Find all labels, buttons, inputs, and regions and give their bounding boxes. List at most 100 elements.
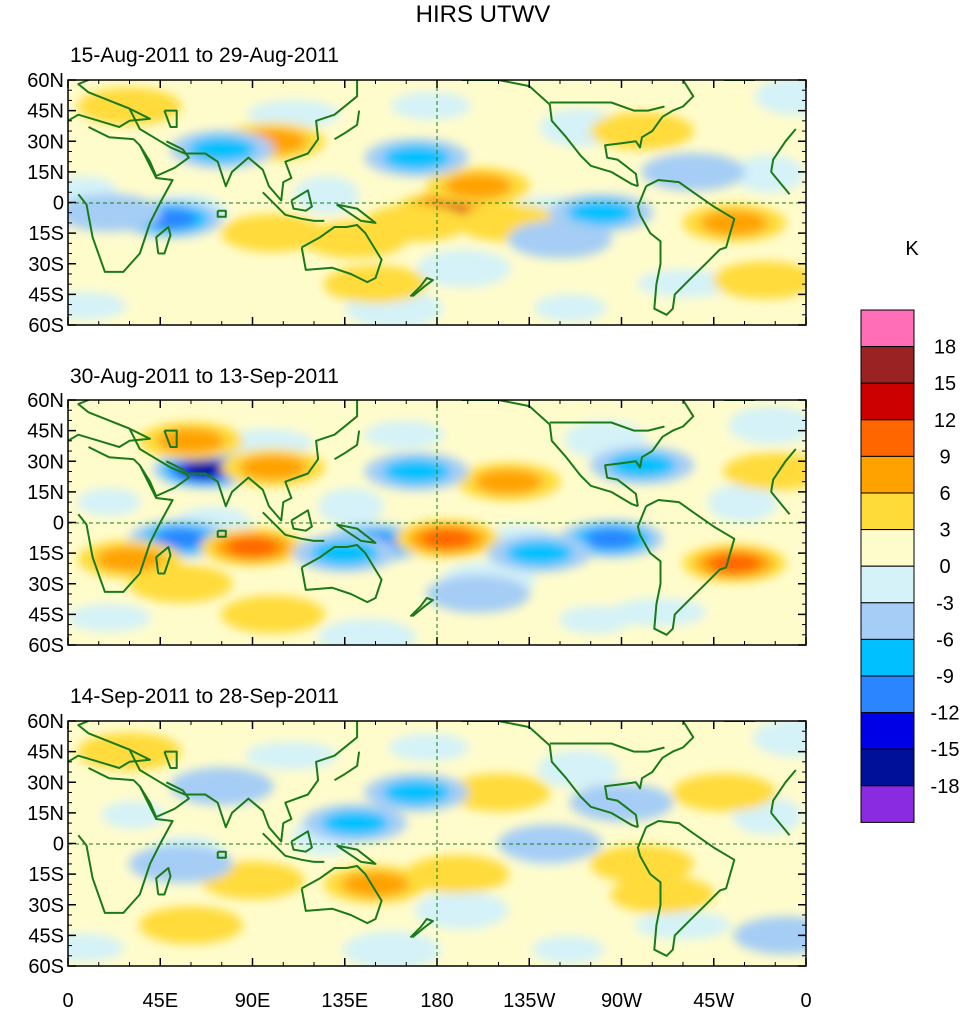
x-tick-label: 90W (601, 990, 642, 1012)
coastline-segment (155, 226, 172, 255)
coastline-segment (549, 421, 665, 432)
coastline-segment (128, 721, 359, 843)
x-tick-label: 45W (693, 990, 734, 1012)
coastline-segment (216, 529, 227, 538)
neutral-patch (416, 249, 511, 288)
coastline-segment (636, 499, 736, 636)
y-tick-label: 60S (28, 315, 64, 337)
panel-2-y-axis: 60N 45N 30N 15N 0 15S 30S 45S 60S (27, 390, 806, 657)
coastline-segment (604, 80, 695, 187)
panel-3: 14-Sep-2011 to 28-Sep-2011 60N 45N 30N 15N 0… (27, 685, 807, 978)
coastline-segment (770, 812, 791, 836)
x-tick-label: 0 (62, 990, 73, 1012)
coastline-segment (636, 179, 736, 316)
colorbar-swatch (860, 602, 915, 640)
anomaly-blob (444, 173, 512, 199)
coastline-segment (770, 491, 791, 515)
coastline-segment (336, 523, 377, 544)
anomaly-blob (700, 210, 768, 236)
colorbar-units: K (905, 238, 919, 260)
neutral-patch (245, 741, 338, 770)
y-tick-label: 45S (28, 284, 64, 306)
coastline-segment (163, 750, 178, 769)
y-tick-label: 15S (28, 543, 64, 565)
panel-1-title: 15-Aug-2011 to 29-Aug-2011 (70, 44, 339, 67)
panel-1-x-ticks (67, 80, 807, 325)
colorbar-swatch (860, 382, 915, 421)
coastline-segment (300, 865, 383, 925)
coastline-segment (155, 546, 172, 575)
panel-2: 30-Aug-2011 to 13-Sep-2011 60N 45N 30N 15N 0… (27, 365, 807, 657)
coastline-segment (77, 767, 174, 914)
y-tick-label: 60N (27, 390, 64, 412)
coastline-segment (409, 597, 434, 618)
anomaly-blob (405, 855, 510, 894)
neutral-patch (610, 598, 707, 627)
coastline-segment (216, 209, 227, 218)
anomaly-blob (382, 779, 451, 806)
anomaly-blob (708, 553, 760, 574)
coastline-segment (138, 140, 190, 177)
anomaly-blob (590, 844, 694, 883)
x-tick-label: 135E (321, 990, 368, 1012)
y-tick-label: 60S (28, 635, 64, 657)
colorbar: 18 15 12 9 6 3 0 -3 -6 -9 -12 -15 -18 (860, 309, 960, 823)
coastline-segment (636, 820, 736, 957)
coastline-segment (155, 867, 172, 896)
colorbar-label: 3 (939, 520, 950, 542)
colorbar-swatch (860, 748, 915, 787)
y-tick-label: 30N (27, 131, 64, 153)
anomaly-blob (610, 875, 715, 914)
y-tick-label: 0 (53, 513, 64, 535)
panel-3-field (68, 721, 806, 966)
neutral-patch (635, 911, 731, 940)
y-tick-label: 45S (28, 925, 64, 947)
neutral-patch (707, 483, 778, 522)
coastline-segment (461, 80, 639, 188)
colorbar-swatch (860, 455, 915, 494)
y-tick-label: 30S (28, 574, 64, 596)
coastline-segment (262, 511, 325, 542)
panel-1-field (68, 80, 806, 325)
anomaly-blob (128, 564, 233, 603)
x-tick-label: 135W (503, 990, 555, 1012)
coastline-segment (290, 830, 313, 853)
anomaly-blob (188, 136, 256, 162)
neutral-patch (68, 291, 127, 320)
anomaly-blob (421, 528, 473, 549)
anomaly-blob (672, 773, 776, 812)
anomaly-blob (382, 145, 451, 171)
coastline-segment (300, 544, 383, 604)
x-tick-label: 90E (235, 990, 271, 1012)
coastline-segment (333, 751, 361, 782)
neutral-patch (68, 933, 125, 962)
panel-2-coastlines (68, 400, 797, 636)
coastline-segment (549, 742, 665, 753)
coastline-segment (336, 844, 377, 865)
anomaly-blob (128, 844, 233, 883)
coastline-segment (461, 400, 639, 508)
neutral-patch (534, 294, 607, 322)
neutral-patch (317, 487, 384, 526)
colorbar-label: -15 (931, 739, 960, 761)
y-tick-label: 60S (28, 956, 64, 978)
colorbar-swatch (860, 712, 915, 750)
y-tick-label: 45N (27, 742, 64, 764)
anomaly-blob (341, 871, 410, 897)
coastline-segment (68, 400, 151, 448)
y-tick-label: 45S (28, 604, 64, 626)
coastline-segment (138, 781, 190, 818)
colorbar-label: -9 (936, 666, 954, 688)
coastline-segment (409, 918, 434, 939)
anomaly-blob (311, 540, 379, 566)
anomaly-blob (226, 537, 279, 557)
anomaly-blob (590, 112, 694, 150)
neutral-patch (293, 176, 360, 214)
y-tick-label: 15S (28, 864, 64, 886)
coastline-segment (770, 171, 791, 195)
neutral-patch (734, 154, 805, 193)
coastline-segment (68, 721, 151, 769)
anomaly-blob (713, 261, 806, 300)
coastline-segment (604, 400, 695, 507)
